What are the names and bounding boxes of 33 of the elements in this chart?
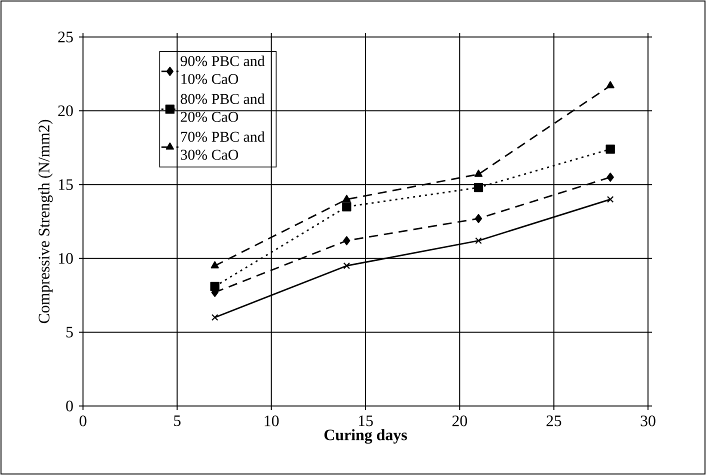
point [606,196,614,203]
x-axis-title: Curing days [324,429,407,444]
point [606,144,615,154]
point [210,261,219,268]
point [606,172,614,182]
point [342,194,351,202]
y-tick-label: 25 [58,32,73,42]
y-tick-label: 5 [66,326,73,338]
point [342,202,352,212]
y-tick-label: 15 [58,179,73,190]
y-tick-label: 10 [58,253,73,264]
point [343,236,350,246]
point [343,262,350,270]
point [474,214,482,224]
point [606,81,614,88]
x-tick-label: 15 [358,416,373,426]
y-tick-label: 0 [66,400,73,412]
legend-label: 80% PBC and 20% CaO [180,93,265,122]
x-tick-label: 30 [640,416,656,426]
x-tick-label: 10 [264,416,279,426]
x-tick-label: 20 [452,416,468,426]
point [474,182,484,192]
y-tick-label: 20 [58,105,73,116]
x-tick-label: 5 [174,416,181,426]
legend-label: 70% PBC and 30% CaO [180,131,265,160]
point [474,170,483,177]
legend-label: 90% PBC and 10% CaO [180,56,265,84]
y-axis-title: Compressive Strength (N/mm2) [38,120,53,324]
point [210,282,220,292]
point [211,314,218,321]
x-tick-label: 25 [546,416,562,426]
point [475,237,482,244]
x-tick-label: 0 [80,416,86,426]
